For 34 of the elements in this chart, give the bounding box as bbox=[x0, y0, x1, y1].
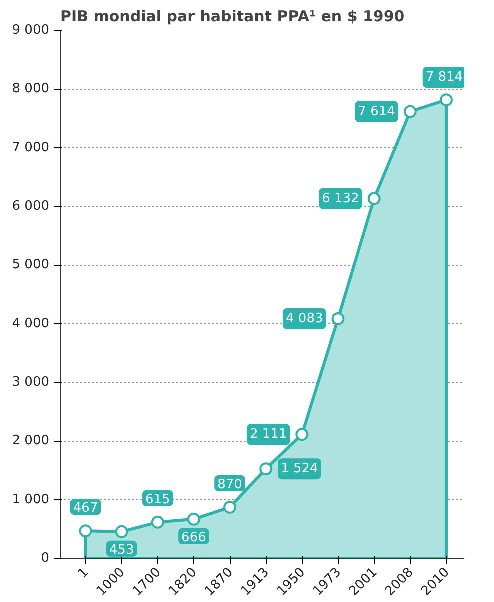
point bbox=[224, 500, 237, 514]
text: 1 524 bbox=[281, 462, 318, 477]
y-tick-label: 4 000 bbox=[12, 316, 50, 332]
point bbox=[440, 94, 453, 107]
text: 6 132 bbox=[322, 191, 360, 206]
chart-title: PIB mondial par habitant PPA¹ en $ 1990 bbox=[60, 8, 405, 26]
y-tick-label: 9 000 bbox=[12, 23, 50, 38]
point bbox=[115, 525, 128, 538]
point bbox=[332, 312, 345, 326]
y-tick-label: 7 000 bbox=[12, 140, 50, 156]
y-tick-label: 8 000 bbox=[12, 82, 50, 97]
y-tick-label: 5 000 bbox=[12, 258, 50, 273]
text: 467 bbox=[73, 501, 98, 516]
text: 4 083 bbox=[286, 311, 324, 326]
point bbox=[79, 524, 92, 538]
point bbox=[296, 428, 309, 442]
text: 666 bbox=[182, 530, 206, 546]
text: 870 bbox=[218, 477, 242, 492]
point bbox=[151, 516, 164, 529]
y-tick-label: 2 000 bbox=[12, 434, 50, 449]
y-tick-label: 3 000 bbox=[12, 375, 50, 390]
y-tick-label: 6 000 bbox=[12, 199, 50, 214]
y-tick-label: 0 bbox=[41, 551, 50, 566]
y-tick-label: 1 000 bbox=[12, 492, 50, 508]
point bbox=[187, 512, 200, 526]
text: 2 111 bbox=[250, 427, 288, 442]
x-tick-label: 1 bbox=[76, 565, 92, 582]
text: 453 bbox=[109, 542, 134, 558]
text: 7 614 bbox=[358, 104, 396, 120]
text: 615 bbox=[145, 492, 170, 508]
text: 7 814 bbox=[426, 70, 464, 86]
point bbox=[404, 105, 417, 118]
point bbox=[368, 192, 381, 206]
point bbox=[260, 462, 273, 476]
